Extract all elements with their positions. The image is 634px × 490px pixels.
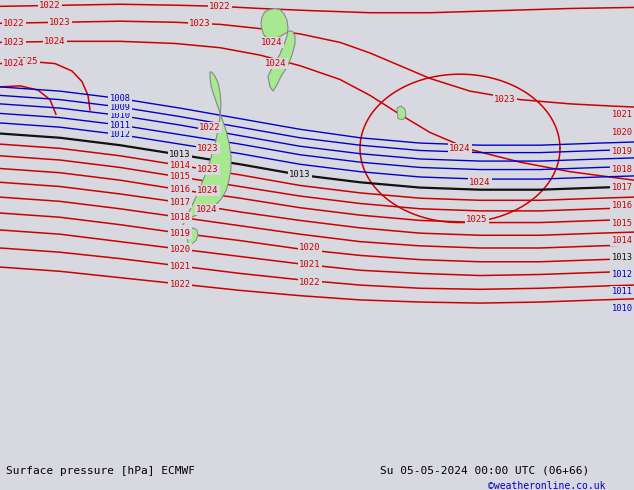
Text: Su 05-05-2024 00:00 UTC (06+66): Su 05-05-2024 00:00 UTC (06+66)	[380, 466, 590, 476]
Text: 1022: 1022	[3, 19, 25, 28]
Polygon shape	[397, 106, 406, 120]
Text: 1018: 1018	[169, 213, 190, 222]
Text: 1017: 1017	[169, 198, 190, 207]
Text: 1021: 1021	[299, 261, 321, 270]
Text: 1008: 1008	[110, 94, 131, 103]
Text: 1025: 1025	[466, 215, 488, 224]
Text: 1025: 1025	[17, 57, 39, 66]
Text: 1020: 1020	[169, 245, 190, 253]
Text: 1023: 1023	[197, 144, 219, 153]
Text: 1024: 1024	[450, 144, 471, 153]
Text: 1020: 1020	[612, 128, 633, 137]
Text: 1022: 1022	[169, 279, 190, 289]
Text: 1022: 1022	[39, 1, 61, 10]
Text: 1022: 1022	[209, 2, 231, 11]
Text: 1024: 1024	[261, 38, 283, 47]
Text: 1024: 1024	[469, 178, 491, 187]
Text: 1023: 1023	[3, 38, 25, 47]
Text: 1024: 1024	[197, 205, 217, 214]
Text: 1015: 1015	[169, 172, 190, 181]
Text: 1018: 1018	[612, 165, 633, 174]
Text: 1012: 1012	[110, 130, 131, 139]
Text: Surface pressure [hPa] ECMWF: Surface pressure [hPa] ECMWF	[6, 466, 195, 476]
Text: 1021: 1021	[169, 262, 190, 270]
Text: 1022: 1022	[299, 278, 321, 288]
Text: 1012: 1012	[612, 270, 633, 279]
Text: 1011: 1011	[110, 121, 131, 129]
Text: 1010: 1010	[612, 304, 633, 313]
Text: 1022: 1022	[199, 122, 221, 132]
Text: 1024: 1024	[197, 186, 219, 195]
Text: 1023: 1023	[197, 165, 219, 174]
Text: 1013: 1013	[169, 150, 191, 159]
Text: 1019: 1019	[169, 229, 190, 238]
Text: 1010: 1010	[110, 111, 131, 120]
Polygon shape	[187, 228, 198, 244]
Text: 1021: 1021	[612, 110, 633, 119]
Text: 1013: 1013	[612, 253, 633, 262]
Polygon shape	[261, 8, 295, 91]
Text: 1017: 1017	[612, 183, 633, 192]
Text: 1016: 1016	[612, 201, 633, 210]
Text: 1015: 1015	[612, 219, 633, 228]
Text: 1014: 1014	[169, 161, 190, 170]
Text: 1024: 1024	[265, 59, 287, 68]
Text: 1013: 1013	[289, 171, 311, 179]
Text: 1023: 1023	[495, 95, 515, 104]
Text: 1023: 1023	[190, 19, 210, 28]
Text: 1019: 1019	[612, 147, 633, 156]
Text: 1024: 1024	[3, 59, 25, 68]
Text: 1024: 1024	[44, 37, 66, 46]
Text: 1023: 1023	[49, 18, 71, 27]
Text: 1009: 1009	[110, 102, 131, 112]
Text: 1016: 1016	[169, 185, 190, 194]
Text: 1011: 1011	[612, 287, 633, 296]
Text: 1020: 1020	[299, 244, 321, 252]
Text: 1014: 1014	[612, 236, 633, 245]
Text: ©weatheronline.co.uk: ©weatheronline.co.uk	[488, 482, 605, 490]
Polygon shape	[183, 72, 231, 225]
